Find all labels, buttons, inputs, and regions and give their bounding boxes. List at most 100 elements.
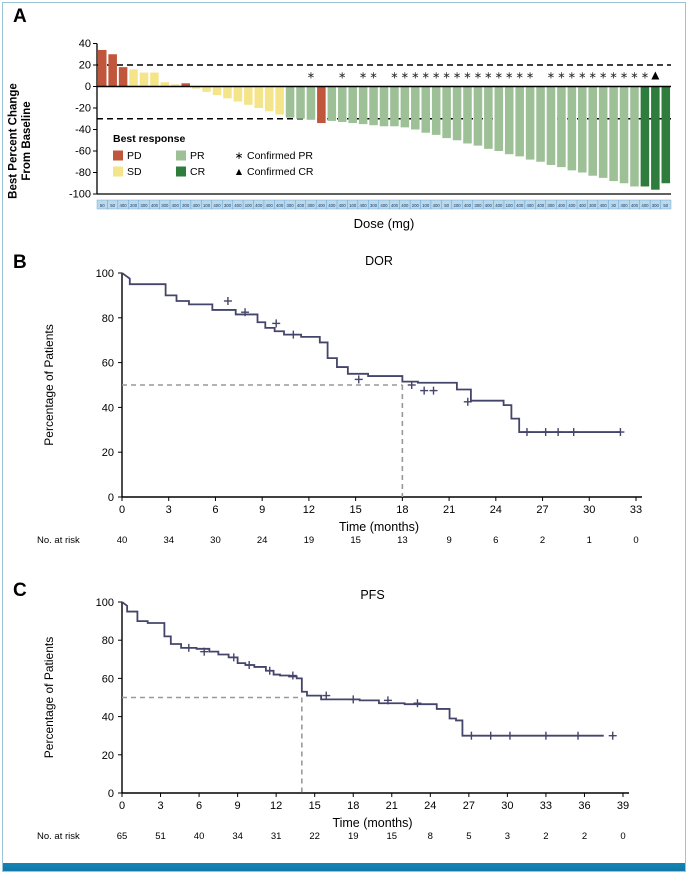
svg-text:400: 400 [579,203,587,208]
svg-text:40: 40 [194,831,205,840]
svg-text:34: 34 [163,535,174,546]
svg-text:400: 400 [495,203,503,208]
svg-text:∗: ∗ [453,71,461,82]
svg-text:Confirmed PR: Confirmed PR [247,150,313,162]
svg-text:34: 34 [232,831,243,840]
svg-text:9: 9 [446,535,451,546]
svg-text:400: 400 [600,203,608,208]
svg-text:∗: ∗ [547,71,555,82]
svg-text:80: 80 [102,313,114,325]
svg-text:▲: ▲ [234,166,244,178]
svg-text:∗: ∗ [359,71,367,82]
svg-text:200: 200 [412,203,420,208]
svg-text:DOR: DOR [365,254,393,268]
svg-text:-60: -60 [75,146,91,158]
svg-text:100: 100 [96,268,114,280]
svg-text:∗: ∗ [369,71,377,82]
svg-text:-100: -100 [69,189,91,201]
svg-text:30: 30 [611,203,616,208]
svg-text:∗: ∗ [401,71,409,82]
svg-text:33: 33 [630,504,642,516]
svg-text:2: 2 [543,831,548,840]
svg-text:22: 22 [309,831,320,840]
svg-text:300: 300 [370,203,378,208]
svg-text:24: 24 [257,535,268,546]
svg-text:300: 300 [224,203,232,208]
svg-text:60: 60 [102,673,114,685]
svg-text:33: 33 [540,800,552,812]
svg-text:100: 100 [245,203,253,208]
svg-text:3: 3 [166,504,172,516]
svg-text:400: 400 [151,203,159,208]
svg-text:Best response: Best response [113,133,186,145]
svg-text:400: 400 [631,203,639,208]
svg-text:400: 400 [172,203,180,208]
svg-text:∗: ∗ [442,71,450,82]
svg-text:300: 300 [161,203,169,208]
svg-text:∗: ∗ [526,71,534,82]
svg-text:∗: ∗ [463,71,471,82]
svg-text:50: 50 [663,203,668,208]
svg-text:15: 15 [350,535,361,546]
svg-text:400: 400 [537,203,545,208]
svg-text:19: 19 [304,535,315,546]
svg-text:400: 400 [558,203,566,208]
svg-text:400: 400 [266,203,274,208]
svg-text:300: 300 [286,203,294,208]
svg-text:300: 300 [589,203,597,208]
svg-text:∗: ∗ [599,71,607,82]
svg-text:400: 400 [213,203,221,208]
svg-text:PR: PR [190,150,205,162]
svg-text:50: 50 [444,203,449,208]
svg-text:100: 100 [96,597,114,609]
svg-text:400: 400 [276,203,284,208]
svg-text:15: 15 [309,800,321,812]
svg-text:18: 18 [396,504,408,516]
svg-text:-20: -20 [75,103,91,115]
svg-text:400: 400 [391,203,399,208]
svg-text:PFS: PFS [360,588,384,602]
svg-text:5: 5 [466,831,471,840]
svg-text:∗: ∗ [505,71,513,82]
svg-text:∗: ∗ [411,71,419,82]
svg-text:CR: CR [190,166,206,178]
svg-text:∗: ∗ [474,71,482,82]
svg-text:300: 300 [140,203,148,208]
svg-text:3: 3 [157,800,163,812]
svg-text:24: 24 [424,800,436,812]
svg-text:Percentage of Patients: Percentage of Patients [42,324,56,445]
svg-text:∗: ∗ [578,71,586,82]
svg-text:3: 3 [505,831,510,840]
svg-text:12: 12 [303,504,315,516]
svg-text:200: 200 [453,203,461,208]
svg-text:100: 100 [349,203,357,208]
svg-text:∗: ∗ [235,150,244,162]
svg-text:27: 27 [463,800,475,812]
svg-text:PD: PD [127,150,142,162]
svg-text:0: 0 [108,788,114,800]
svg-text:Dose (mg): Dose (mg) [354,216,415,231]
svg-text:36: 36 [578,800,590,812]
svg-text:0: 0 [108,492,114,504]
svg-text:6: 6 [196,800,202,812]
svg-text:20: 20 [102,750,114,762]
svg-text:40: 40 [102,712,114,724]
svg-text:6: 6 [212,504,218,516]
svg-text:SD: SD [127,166,142,178]
svg-text:8: 8 [428,831,433,840]
svg-text:0: 0 [85,81,91,93]
svg-text:39: 39 [617,800,629,812]
svg-text:9: 9 [235,800,241,812]
svg-text:40: 40 [102,402,114,414]
svg-text:15: 15 [386,831,397,840]
svg-text:1: 1 [587,535,592,546]
svg-text:∗: ∗ [557,71,565,82]
svg-text:15: 15 [350,504,362,516]
svg-text:Time (months): Time (months) [339,520,419,534]
svg-text:300: 300 [652,203,660,208]
svg-text:300: 300 [182,203,190,208]
svg-text:65: 65 [117,831,128,840]
svg-text:∗: ∗ [432,71,440,82]
svg-text:∗: ∗ [609,71,617,82]
